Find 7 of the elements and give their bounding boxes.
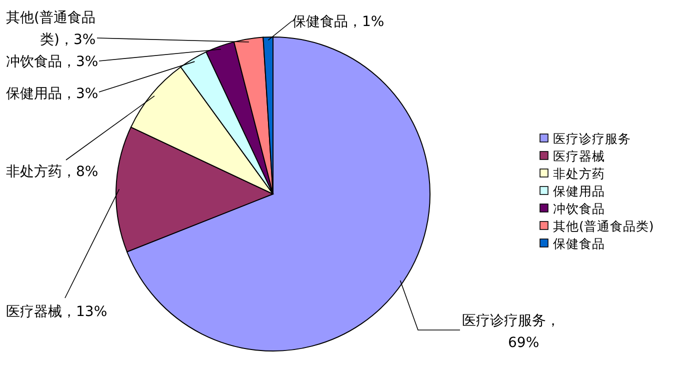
legend-label: 保健食品 — [553, 236, 605, 251]
legend-label: 保健用品 — [553, 184, 605, 198]
legend-label: 其他(普通食品类) — [553, 218, 654, 234]
legend-label: 医疗诊疗服务 — [553, 131, 631, 146]
legend-label: 冲饮食品 — [553, 201, 605, 216]
legend-label: 非处方药 — [553, 166, 605, 181]
legend-label: 医疗器械 — [553, 148, 605, 164]
